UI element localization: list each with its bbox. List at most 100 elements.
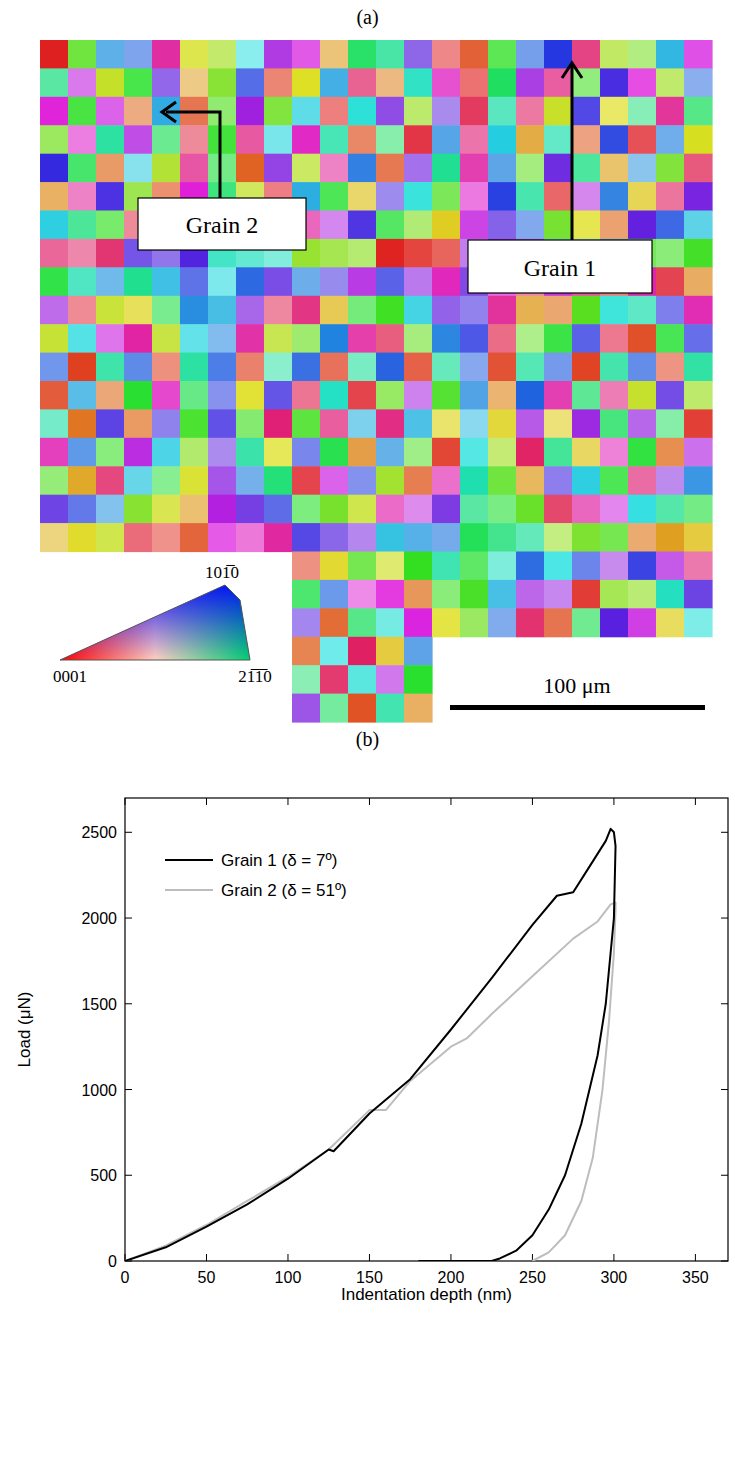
grain-cell [152, 495, 181, 524]
grain-cell [208, 381, 237, 410]
grain-cell [404, 324, 433, 353]
grain-cell [572, 495, 601, 524]
grain-cell [628, 381, 657, 410]
x-tick-label: 150 [356, 1269, 383, 1286]
grain-cell [236, 40, 265, 69]
grain-cell [40, 466, 69, 495]
grain-cell [684, 296, 713, 325]
grain-cell [488, 552, 517, 581]
grain-cell [264, 523, 293, 552]
grain-cell [656, 438, 685, 467]
grain-cell [264, 40, 293, 69]
grain-cell [684, 182, 713, 211]
grain-cell [180, 267, 209, 296]
grain-cell [600, 552, 629, 581]
annotation-box [138, 198, 306, 250]
grain-cell [488, 466, 517, 495]
grain-cell [432, 324, 461, 353]
grain-cell [40, 409, 69, 438]
grain-cell [600, 381, 629, 410]
grain-cell [572, 580, 601, 609]
grain-cell [236, 466, 265, 495]
grain-cell [292, 324, 321, 353]
grain-cell [572, 125, 601, 154]
grain-cell [516, 552, 545, 581]
grain-cell [320, 296, 349, 325]
grain-cell [432, 68, 461, 97]
grain-cell [516, 154, 545, 183]
grain-cell [320, 381, 349, 410]
grain-cell [124, 523, 153, 552]
grain-cell [600, 125, 629, 154]
grain-cell [348, 324, 377, 353]
x-tick [369, 1254, 370, 1261]
grain-cell [628, 40, 657, 69]
grain-cell [376, 267, 405, 296]
grain-cell [348, 182, 377, 211]
grain-cell [96, 523, 125, 552]
grain-cell [348, 296, 377, 325]
x-tick-label: 100 [275, 1269, 302, 1286]
grain-cell [348, 211, 377, 240]
y-tick [125, 1089, 132, 1090]
grain-cell [684, 239, 713, 268]
grain-cell [656, 40, 685, 69]
grain-cell [460, 381, 489, 410]
ipf-triangle [60, 585, 250, 660]
x-tick [450, 1254, 451, 1261]
grain-cell [600, 211, 629, 240]
grain-cell [208, 324, 237, 353]
grain-cell [600, 40, 629, 69]
grain-cell [656, 324, 685, 353]
grain-cell [628, 495, 657, 524]
y-tick-right [721, 1175, 728, 1176]
grain-cell [348, 154, 377, 183]
grain-cell [40, 211, 69, 240]
grain-cell [320, 523, 349, 552]
x-tick-top [613, 798, 614, 805]
grain-cell [264, 438, 293, 467]
grain-cell [152, 40, 181, 69]
grain-cell [656, 296, 685, 325]
grain-cell [124, 97, 153, 126]
grain-cell [404, 694, 433, 723]
grain-cell [320, 40, 349, 69]
grain-cell [404, 580, 433, 609]
grain-cell [208, 125, 237, 154]
grain-cell [96, 438, 125, 467]
grain-cell [656, 552, 685, 581]
grain-cell [180, 409, 209, 438]
y-tick-right [721, 1089, 728, 1090]
grain-cell [376, 68, 405, 97]
grain-cell [180, 438, 209, 467]
grain-cell [292, 466, 321, 495]
grain-cell [68, 324, 97, 353]
grain-cell [404, 409, 433, 438]
grain-cell [348, 353, 377, 382]
grain-cell [96, 466, 125, 495]
grain-cell [628, 182, 657, 211]
grain-cell [628, 353, 657, 382]
grain-cell [320, 495, 349, 524]
y-axis-title: Load (μN) [15, 992, 34, 1068]
x-tick [287, 1254, 288, 1261]
grain-cell [348, 665, 377, 694]
grain-cell [320, 353, 349, 382]
grain-cell [656, 523, 685, 552]
grain-cell [628, 211, 657, 240]
grain-cell [376, 580, 405, 609]
panel-label: (a) [356, 6, 378, 29]
legend-entry: Grain 1 (δ = 7º) [221, 851, 337, 870]
grain-cell [292, 665, 321, 694]
grain-cell [488, 495, 517, 524]
grain-cell [320, 438, 349, 467]
grain-cell [488, 608, 517, 637]
x-tick-label: 50 [198, 1269, 216, 1286]
grain-cell [320, 154, 349, 183]
grain-cell [376, 495, 405, 524]
grain-cell [404, 466, 433, 495]
grain-cell [236, 438, 265, 467]
grain-cell [376, 552, 405, 581]
grain-cell [460, 211, 489, 240]
x-tick-label: 300 [601, 1269, 628, 1286]
